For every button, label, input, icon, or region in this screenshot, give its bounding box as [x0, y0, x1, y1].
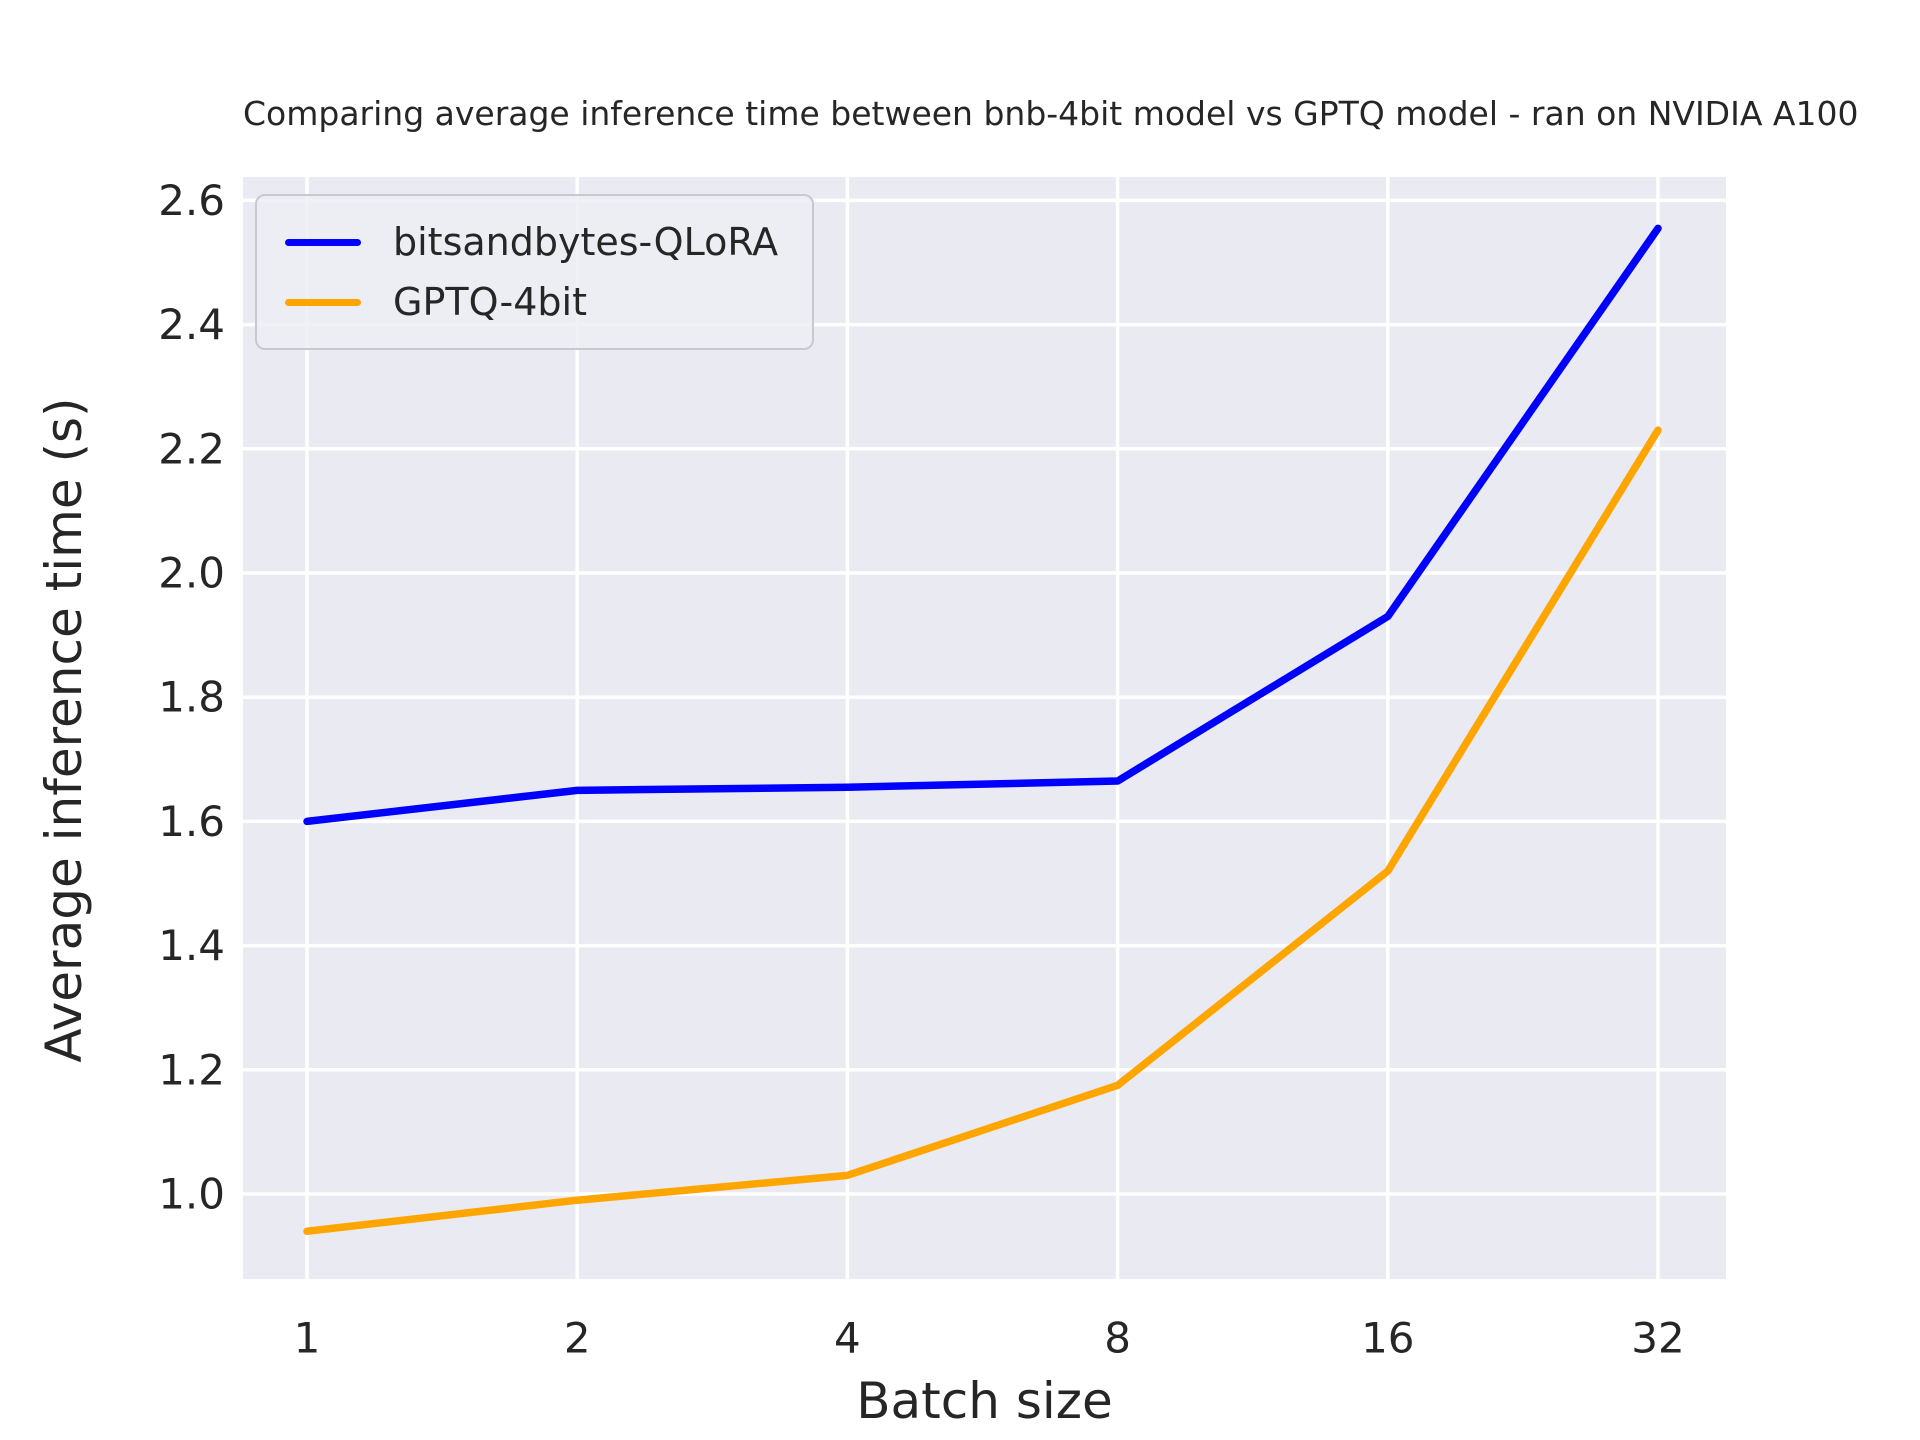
- y-tick-label: 1.0: [158, 1170, 225, 1219]
- legend-item-gptq: GPTQ-4bit: [285, 274, 778, 330]
- y-tick-label: 1.2: [158, 1045, 225, 1094]
- legend-item-bitsandbytes: bitsandbytes-QLoRA: [285, 214, 778, 270]
- x-tick-label: 2: [564, 1314, 591, 1363]
- x-tick-label: 8: [1104, 1314, 1131, 1363]
- legend-line-swatch-blue: [285, 238, 361, 246]
- y-axis-label: Average inference time (s): [35, 397, 93, 1063]
- y-tick-label: 2.2: [158, 424, 225, 473]
- chart-title: Comparing average inference time between…: [243, 94, 1859, 133]
- x-tick-label: 16: [1361, 1314, 1414, 1363]
- x-tick-label: 1: [294, 1314, 321, 1363]
- legend-label: bitsandbytes-QLoRA: [393, 220, 779, 264]
- series-line-GPTQ-4bit: [303, 426, 1662, 1236]
- y-tick-label: 2.4: [158, 300, 225, 349]
- y-tick-label: 2.6: [158, 176, 225, 225]
- x-tick-label: 4: [834, 1314, 861, 1363]
- legend: bitsandbytes-QLoRA GPTQ-4bit: [255, 194, 815, 350]
- x-tick-label: 32: [1631, 1314, 1684, 1363]
- legend-line-swatch-orange: [285, 298, 361, 306]
- x-axis-label: Batch size: [856, 1372, 1113, 1430]
- y-tick-label: 1.6: [158, 797, 225, 846]
- y-tick-label: 1.8: [158, 673, 225, 722]
- y-tick-label: 1.4: [158, 921, 225, 970]
- legend-label: GPTQ-4bit: [393, 280, 588, 324]
- series-line-bitsandbytes-QLoRA: [303, 224, 1662, 826]
- y-tick-label: 2.0: [158, 549, 225, 598]
